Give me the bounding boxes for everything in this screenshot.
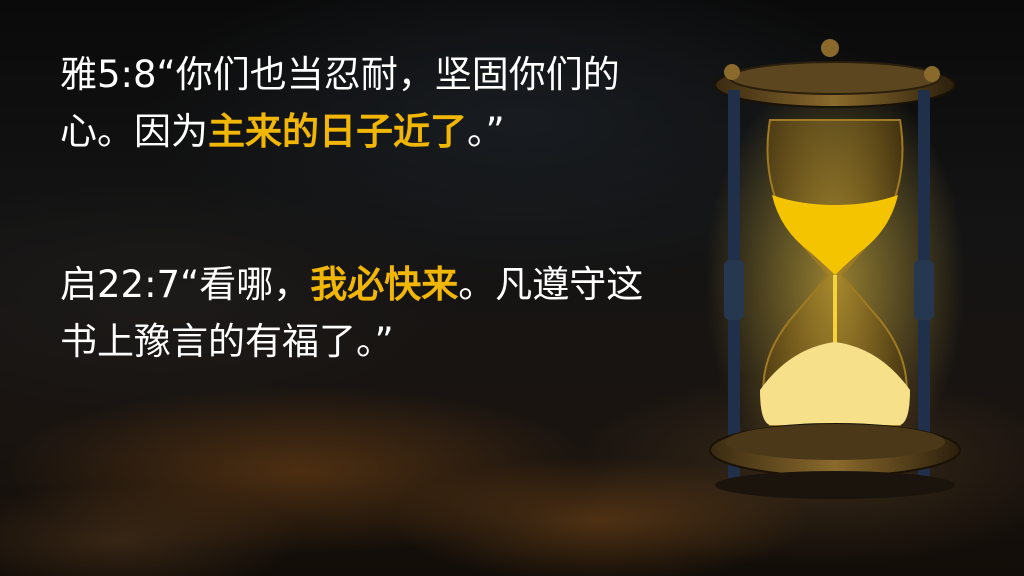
verse-revelation-22-7: 启22:7“看哪，我必快来。凡遵守这书上豫言的有福了。” [60, 256, 660, 370]
verse-james-5-8: 雅5:8“你们也当忍耐，坚固你们的心。因为主来的日子近了。” [60, 46, 660, 160]
open-quote: “ [180, 263, 200, 306]
verse-highlight: 我必快来 [310, 263, 459, 306]
hourglass-icon [705, 39, 965, 499]
verse-highlight: 主来的日子近了 [208, 110, 467, 153]
verse-text: 你们也当忍耐，坚固你们的心。因为 [60, 53, 620, 153]
open-quote: “ [156, 53, 176, 96]
verse-reference: 雅5:8 [60, 53, 157, 96]
verse-text-end: 。凡遵守这书上豫言的有福了。” [60, 263, 644, 363]
verse-text-end: 。” [467, 110, 505, 153]
verse-text: 看哪， [199, 263, 311, 306]
verse-reference: 启22:7 [60, 263, 181, 306]
